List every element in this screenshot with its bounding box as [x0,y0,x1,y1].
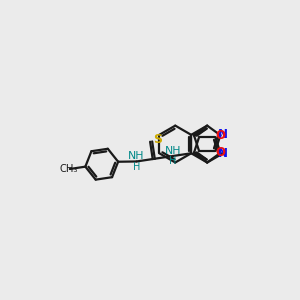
Text: H: H [133,162,140,172]
Text: NH: NH [165,146,181,156]
Text: NH: NH [128,151,145,161]
Text: H: H [169,156,177,167]
Text: O: O [215,146,225,159]
Text: N: N [218,128,228,141]
Text: S: S [153,134,162,146]
Text: N: N [218,147,228,160]
Text: CH₃: CH₃ [59,164,78,174]
Text: O: O [215,129,225,142]
